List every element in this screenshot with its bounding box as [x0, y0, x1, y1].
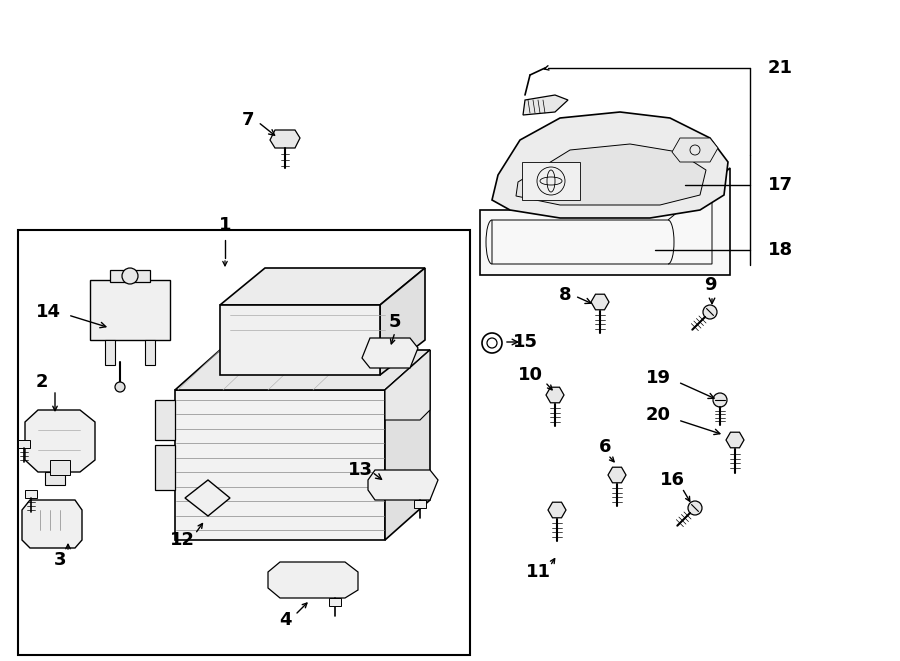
Text: 19: 19: [645, 369, 670, 387]
Polygon shape: [380, 268, 425, 375]
Text: 9: 9: [704, 276, 716, 294]
Circle shape: [713, 393, 727, 407]
Polygon shape: [548, 502, 566, 518]
Bar: [18, 230, 470, 655]
Polygon shape: [90, 280, 170, 340]
Polygon shape: [155, 400, 175, 440]
Circle shape: [688, 501, 702, 515]
Text: 1: 1: [219, 216, 231, 234]
Polygon shape: [385, 350, 430, 540]
Text: 5: 5: [389, 313, 401, 331]
Text: 12: 12: [169, 531, 194, 549]
Polygon shape: [368, 470, 438, 500]
Circle shape: [690, 145, 700, 155]
Polygon shape: [523, 95, 568, 115]
Polygon shape: [175, 350, 430, 390]
Polygon shape: [50, 460, 70, 475]
Polygon shape: [492, 112, 728, 218]
Polygon shape: [22, 500, 82, 548]
Text: 20: 20: [645, 406, 670, 424]
Polygon shape: [546, 387, 564, 403]
Polygon shape: [329, 598, 341, 606]
Text: 16: 16: [660, 471, 685, 489]
Text: 21: 21: [768, 59, 793, 77]
Circle shape: [122, 268, 138, 284]
Text: 14: 14: [35, 303, 60, 321]
Polygon shape: [25, 410, 95, 472]
Text: 7: 7: [242, 111, 254, 129]
Polygon shape: [726, 432, 744, 447]
Polygon shape: [175, 390, 385, 540]
Polygon shape: [270, 130, 300, 148]
Circle shape: [703, 305, 717, 319]
Polygon shape: [155, 445, 175, 490]
Polygon shape: [220, 268, 425, 305]
Polygon shape: [105, 340, 115, 365]
Text: 13: 13: [347, 461, 373, 479]
Text: 11: 11: [526, 563, 551, 581]
Text: 8: 8: [559, 286, 572, 304]
Polygon shape: [608, 467, 626, 483]
Polygon shape: [145, 340, 155, 365]
Polygon shape: [516, 144, 706, 205]
Text: 6: 6: [598, 438, 611, 456]
Polygon shape: [414, 500, 426, 508]
Text: 15: 15: [512, 333, 537, 351]
Polygon shape: [18, 440, 30, 448]
Text: 4: 4: [279, 611, 292, 629]
Text: 2: 2: [36, 373, 49, 391]
Polygon shape: [185, 480, 230, 516]
Text: 3: 3: [54, 551, 67, 569]
Circle shape: [487, 338, 497, 348]
Text: 17: 17: [768, 176, 793, 194]
Polygon shape: [591, 294, 609, 310]
Polygon shape: [480, 168, 730, 275]
Polygon shape: [45, 472, 65, 485]
Polygon shape: [385, 350, 430, 420]
Text: 10: 10: [518, 366, 543, 384]
Polygon shape: [522, 162, 580, 200]
Circle shape: [482, 333, 502, 353]
Text: 18: 18: [768, 241, 793, 259]
Polygon shape: [25, 490, 37, 498]
Polygon shape: [268, 562, 358, 598]
Polygon shape: [672, 138, 718, 162]
Polygon shape: [362, 338, 418, 368]
Polygon shape: [110, 270, 150, 282]
Polygon shape: [220, 305, 380, 375]
Circle shape: [115, 382, 125, 392]
